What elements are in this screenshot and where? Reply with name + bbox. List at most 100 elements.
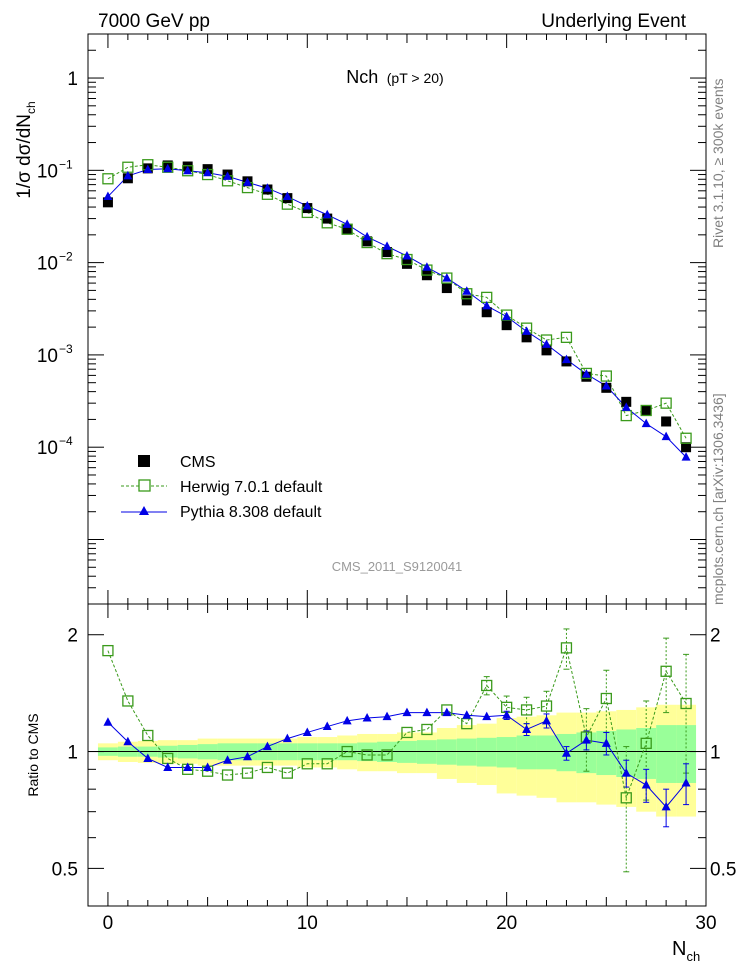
pythia-point [402,250,412,260]
pythia-ratio-point [502,710,512,719]
pythia-ratio-point [103,717,113,726]
pythia-ratio-point [462,710,472,719]
cms-point [382,247,393,258]
y-tick-label-exponent: −1 [59,157,73,171]
pythia-ratio-point [561,748,571,757]
legend-herwig-label: Herwig 7.0.1 default [180,479,323,496]
pythia-ratio-point [322,721,332,731]
pythia-point [561,354,571,364]
legend-cms-label: CMS [180,454,216,471]
y-tick-label: 10 [37,254,58,275]
cms-point [461,295,472,306]
pythia-ratio-line [107,712,687,808]
herwig-ratio-point [560,642,573,654]
pythia-point [601,381,611,390]
pythia-ratio-point [621,768,631,777]
legend-pythia-marker [139,506,149,515]
pythia-ratio-point [302,727,312,736]
y-tick-label: 10 [37,438,58,459]
pythia-ratio-point [183,762,193,771]
y-tick-label-exponent: −3 [59,342,73,356]
stat-band-bin [656,725,677,783]
pythia-point [621,402,631,411]
pythia-ratio-point [522,724,532,733]
herwig-ratio-point [142,729,154,742]
pythia-line [107,168,687,458]
ratio-y-axis-label: Ratio to CMS [25,713,41,796]
pythia-point [163,163,173,173]
y-tick-label: 1 [67,69,78,90]
x-axis-label-main: N [672,938,686,960]
y-tick-label: 10 [37,346,58,367]
pythia-point [522,326,532,335]
herwig-ratio-point [680,697,692,710]
process-label: Underlying Event [541,11,686,32]
x-tick-label: 20 [496,913,517,934]
pythia-point [302,201,312,210]
herwig-ratio-point [520,704,533,716]
pythia-point [362,231,372,241]
cms-point [322,213,333,224]
cms-point [362,236,373,247]
stat-band-bin [476,737,497,767]
energy-label: 7000 GeV pp [98,11,210,32]
pythia-point [123,170,133,180]
cms-point [541,345,552,356]
pythia-ratio-point [422,707,432,717]
pythia-ratio-point [242,751,252,761]
cms-point [342,224,353,235]
ratio-plot-frame [87,603,707,907]
pythia-ratio-point [641,780,651,789]
herwig-ratio-point [122,695,134,707]
pythia-ratio-point [282,733,292,743]
legend-pythia-label: Pythia 8.308 default [180,504,322,521]
x-tick-label: 10 [297,913,318,934]
herwig-ratio-point [341,745,353,758]
cms-point [661,416,672,427]
pythia-ratio-point [163,762,173,771]
ratio-series [102,628,692,873]
herwig-point [640,404,652,417]
cms-point [441,283,452,294]
pythia-ratio-point [143,753,153,762]
cms-point [481,307,492,318]
x-axis-label: Nch [672,938,700,964]
pythia-ratio-point [123,736,133,746]
pythia-point [342,219,352,228]
herwig-ratio-point [102,644,114,657]
cms-point [681,442,692,453]
legend-herwig-marker [138,479,151,492]
pythia-point [203,167,213,177]
cms-point [501,320,512,331]
pythia-ratio-point [342,715,352,725]
pythia-ratio-point [262,741,272,751]
cms-point [621,396,632,407]
pythia-point [422,262,432,271]
pythia-point [183,165,193,175]
pythia-point [242,177,252,186]
herwig-ratio-point [321,758,333,770]
herwig-line [107,164,687,439]
herwig-ratio-point [261,761,274,774]
pythia-point [382,241,392,250]
pythia-point [661,431,671,441]
pythia-ratio-point [223,755,233,764]
y-tick-label-exponent: −4 [59,434,73,448]
herwig-ratio-point [241,767,254,779]
cms-point [641,405,652,416]
herwig-ratio-point [600,692,612,705]
main-series [102,159,692,461]
ratio-tick-label-right: 1 [710,743,721,764]
herwig-ratio-point [301,758,313,770]
pythia-point [442,273,452,282]
herwig-ratio-point [361,749,373,761]
uncertainty-bands [88,704,706,817]
plot-title-main: Nch [346,67,378,87]
pythia-point [322,209,332,219]
pythia-point [143,164,153,174]
herwig-ratio-point [421,723,433,736]
rivet-label: Rivet 3.1.10, ≥ 300k events [710,78,726,248]
plot-title-sub: (pT > 20) [387,70,444,86]
y-axis-label: 1/σ dσ/dNch [14,101,38,198]
